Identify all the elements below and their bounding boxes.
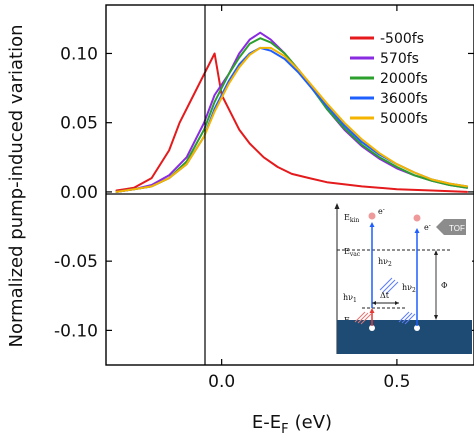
legend-label--500fs: -500fs (380, 31, 424, 47)
inset-hv2-right-arrowhead (414, 228, 420, 233)
inset-delay-arrow-right (395, 301, 399, 305)
inset-workfunction-arrow-top (434, 250, 438, 255)
series-line-2000fs (115, 37, 468, 193)
x-axis-title: E-EF (eV) (252, 412, 332, 437)
inset-hole-left (369, 325, 375, 331)
inset-energy-axis-arrow (334, 203, 340, 209)
inset-electron-left (368, 212, 376, 220)
inset-hv1-label: hν1 (343, 293, 357, 304)
series-line-5000fs (115, 46, 468, 193)
inset-workfunction-label: Φ (441, 281, 448, 290)
x-tick-label: 0.5 (383, 372, 410, 392)
y-tick-label: -0.10 (54, 321, 98, 341)
x-axis-ticks: 0.0 0.5 (208, 5, 410, 392)
inset-hv2-left-label: hν2 (378, 257, 392, 268)
inset-workfunction-arrow-bottom (434, 315, 438, 320)
legend-label-2000fs: 2000fs (380, 71, 428, 87)
inset-electron-right (413, 214, 421, 222)
inset-tof-electron-label: e- (424, 222, 431, 232)
y-tick-label: 0.10 (60, 44, 98, 64)
inset-tof-detector (436, 219, 466, 235)
inset-ekin-label: Ekin (344, 213, 359, 224)
y-tick-label: -0.05 (54, 252, 98, 272)
series-layer (115, 31, 468, 193)
inset-hv2-right-pulse (398, 311, 416, 325)
series-line--500fs (115, 52, 468, 193)
inset-sample-block (337, 320, 472, 354)
inset-hv2-left-pulse (379, 277, 399, 295)
inset-evac-label: Evac (344, 247, 361, 258)
inset-hv1-pulse (354, 311, 372, 325)
y-tick-label: 0.00 (60, 183, 98, 203)
inset-hv1-arrowhead (369, 308, 375, 313)
x-axis-title-unit: (eV) (295, 412, 332, 433)
inset-delay-arrow-left (372, 301, 376, 305)
x-tick-label: 0.0 (208, 372, 235, 392)
inset-electron-label: e- (378, 206, 385, 216)
y-axis-ticks: 0.10 0.05 0.00 -0.05 -0.10 (54, 44, 474, 341)
inset-hv2-left-arrowhead (369, 222, 375, 227)
inset-hole-right (414, 325, 420, 331)
inset-schematic: Ekin Evac EF e- hν1 (330, 198, 472, 356)
inset-delay-label: Δt (380, 291, 390, 300)
y-axis-title: Normalized pump-induced variation (6, 24, 27, 347)
x-axis-title-sub: F (281, 422, 288, 437)
axes-frame (105, 4, 474, 366)
inset-hv2-right-label: hν2 (402, 283, 416, 294)
inset-tof-label: TOF (449, 224, 465, 233)
legend-label-3600fs: 3600fs (380, 91, 428, 107)
legend-label-5000fs: 5000fs (380, 111, 428, 127)
legend-label-570fs: 570fs (380, 51, 419, 67)
x-axis-title-main: E-E (252, 412, 281, 433)
legend: -500fs 570fs 2000fs 3600fs 5000fs (350, 31, 428, 127)
y-tick-label: 0.05 (60, 114, 98, 134)
series-line-570fs (115, 31, 468, 193)
